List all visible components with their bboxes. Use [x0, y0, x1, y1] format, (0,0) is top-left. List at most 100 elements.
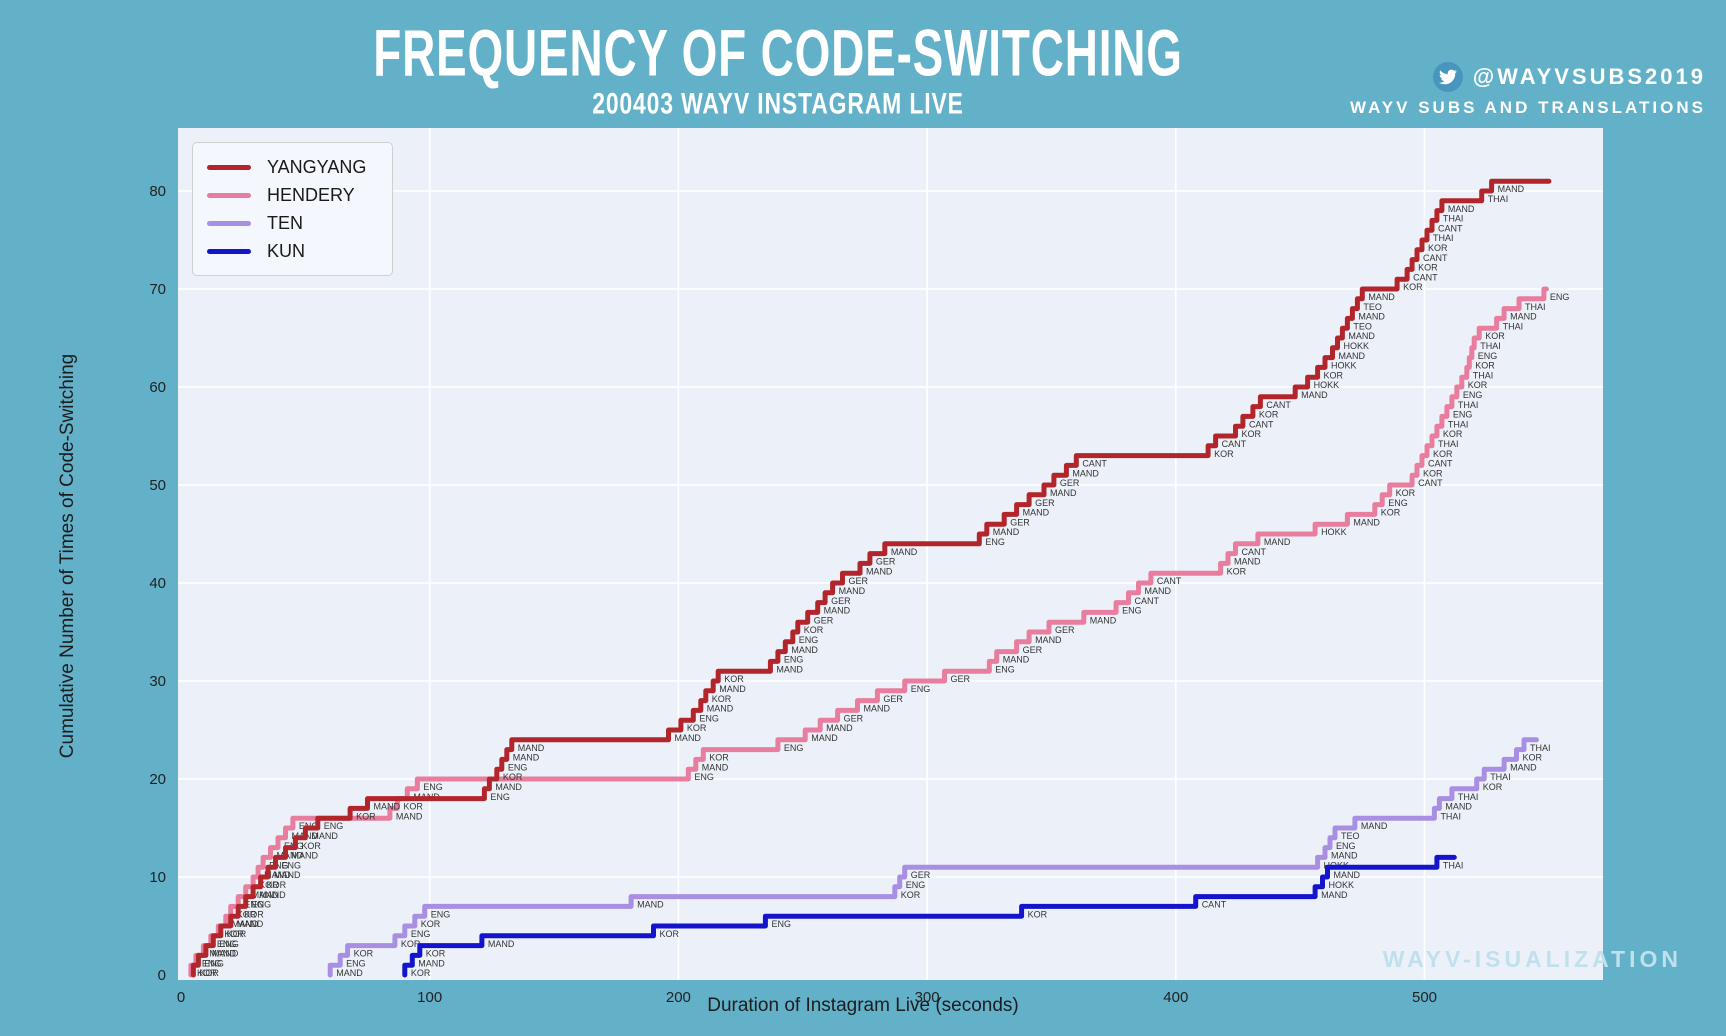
- step-label-yangyang: MAND: [719, 684, 746, 694]
- step-label-yangyang: ENG: [985, 537, 1005, 547]
- step-label-hendery: KOR: [259, 880, 279, 890]
- step-label-yangyang: MAND: [791, 645, 818, 655]
- step-label-yangyang: CANT: [1222, 439, 1247, 449]
- step-label-yangyang: KOR: [301, 841, 321, 851]
- y-tick-label: 80: [149, 183, 166, 200]
- twitter-handle[interactable]: @WAYVSUBS2019: [1472, 64, 1706, 89]
- step-label-hendery: KOR: [403, 802, 423, 812]
- watermark: WAYV-ISUALIZATION: [1382, 946, 1682, 972]
- step-label-hendery: MAND: [396, 811, 423, 821]
- step-label-yangyang: GER: [1035, 498, 1055, 508]
- step-label-hendery: ENG: [1122, 606, 1142, 616]
- step-label-hendery: KOR: [1381, 508, 1401, 518]
- step-label-hendery: KOR: [1423, 468, 1443, 478]
- step-label-hendery: THAI: [1525, 302, 1546, 312]
- step-label-yangyang: ENG: [219, 939, 239, 949]
- x-tick-label: 200: [666, 989, 691, 1006]
- step-label-hendery: ENG: [1453, 410, 1473, 420]
- step-label-ten: TEO: [1341, 831, 1360, 841]
- step-label-yangyang: KOR: [1418, 263, 1438, 273]
- step-label-ten: THAI: [1490, 772, 1511, 782]
- y-tick-label: 40: [149, 575, 166, 592]
- step-label-yangyang: MAND: [993, 527, 1020, 537]
- step-label-hendery: THAI: [1503, 321, 1524, 331]
- step-label-ten: MAND: [1361, 821, 1388, 831]
- legend-label-yangyang: YANGYANG: [267, 156, 367, 177]
- step-label-yangyang: GER: [814, 615, 834, 625]
- step-label-yangyang: MAND: [495, 782, 522, 792]
- step-label-yangyang: THAI: [1443, 214, 1464, 224]
- step-label-yangyang: MAND: [824, 606, 851, 616]
- step-label-ten: MAND: [1331, 851, 1358, 861]
- step-label-yangyang: MAND: [513, 753, 540, 763]
- step-label-yangyang: KOR: [199, 968, 219, 978]
- step-label-yangyang: KOR: [1241, 429, 1261, 439]
- step-label-yangyang: ENG: [490, 792, 510, 802]
- step-label-ten: MAND: [336, 968, 363, 978]
- y-tick-label: 70: [149, 281, 166, 298]
- step-label-yangyang: ENG: [508, 762, 528, 772]
- step-label-hendery: MAND: [1035, 635, 1062, 645]
- step-label-hendery: GER: [951, 674, 971, 684]
- credit-name: WAYV SUBS AND TRANSLATIONS: [1349, 98, 1706, 117]
- step-label-yangyang: MAND: [674, 733, 701, 743]
- series-line-yangyang: [190, 178, 1552, 978]
- page-subtitle: 200403 WAYV INSTAGRAM LIVE: [592, 87, 964, 120]
- step-label-yangyang: CANT: [1438, 223, 1463, 233]
- step-label-yangyang: KOR: [356, 811, 376, 821]
- step-label-yangyang: MAND: [291, 851, 318, 861]
- step-label-yangyang: MAND: [1338, 351, 1365, 361]
- step-label-hendery: THAI: [1458, 400, 1479, 410]
- step-label-hendery: ENG: [1478, 351, 1498, 361]
- step-label-hendery: ENG: [694, 772, 714, 782]
- step-label-yangyang: ENG: [204, 958, 224, 968]
- step-label-yangyang: ENG: [784, 655, 804, 665]
- step-label-yangyang: MAND: [1301, 390, 1328, 400]
- step-label-hendery: ENG: [784, 743, 804, 753]
- x-tick-label: 500: [1412, 989, 1437, 1006]
- step-label-kun: KOR: [1028, 909, 1048, 919]
- step-label-hendery: MAND: [209, 949, 236, 959]
- legend-label-kun: KUN: [267, 240, 306, 261]
- step-label-yangyang: KOR: [687, 723, 707, 733]
- step-label-ten: ENG: [411, 929, 431, 939]
- step-label-yangyang: MAND: [891, 547, 918, 557]
- step-label-kun: HOKK: [1329, 880, 1355, 890]
- step-label-yangyang: MAND: [1498, 184, 1525, 194]
- legend-item-ten: TEN: [207, 209, 366, 237]
- step-label-ten: MAND: [637, 900, 664, 910]
- step-label-hendery: HOKK: [1321, 527, 1347, 537]
- step-label-yangyang: CANT: [1249, 419, 1274, 429]
- step-label-hendery: GER: [883, 694, 903, 704]
- step-label-yangyang: MAND: [1348, 331, 1375, 341]
- step-label-yangyang: HOKK: [1343, 341, 1369, 351]
- step-label-yangyang: KOR: [244, 909, 264, 919]
- step-label-hendery: CANT: [1418, 478, 1443, 488]
- step-label-hendery: THAI: [1480, 341, 1501, 351]
- x-tick-label: 300: [915, 989, 940, 1006]
- step-label-hendery: ENG: [911, 684, 931, 694]
- step-label-ten: MAND: [1510, 762, 1537, 772]
- y-tick-label: 10: [149, 869, 166, 886]
- step-label-hendery: MAND: [1003, 655, 1030, 665]
- twitter-icon: [1432, 62, 1463, 92]
- step-label-yangyang: TEO: [1353, 321, 1372, 331]
- step-label-yangyang: THAI: [1433, 233, 1454, 243]
- step-label-hendery: KOR: [1433, 449, 1453, 459]
- step-label-hendery: KOR: [1468, 380, 1488, 390]
- legend-label-hendery: HENDERY: [267, 184, 355, 205]
- step-label-kun: MAND: [1321, 890, 1348, 900]
- y-tick-label: 60: [149, 379, 166, 396]
- step-label-hendery: MAND: [277, 851, 304, 861]
- legend-swatch-yangyang: [207, 164, 251, 170]
- step-label-yangyang: THAI: [1488, 194, 1509, 204]
- step-label-ten: KOR: [1523, 753, 1543, 763]
- step-label-yangyang: MAND: [274, 870, 301, 880]
- step-label-yangyang: MAND: [1368, 292, 1395, 302]
- step-label-kun: MAND: [1334, 870, 1361, 880]
- step-label-ten: THAI: [1458, 792, 1479, 802]
- step-label-ten: THAI: [1440, 811, 1461, 821]
- step-label-hendery: MAND: [1090, 615, 1117, 625]
- step-label-yangyang: CANT: [1266, 400, 1291, 410]
- step-label-ten: ENG: [346, 958, 366, 968]
